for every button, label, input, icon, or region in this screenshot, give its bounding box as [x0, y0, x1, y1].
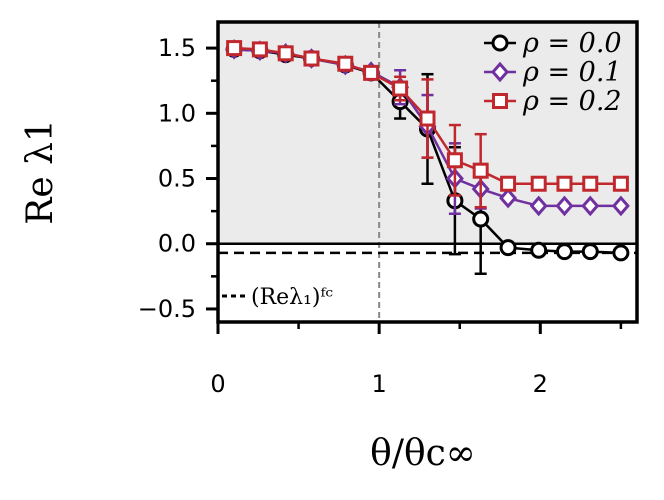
y-tick-label: −0.5 [138, 295, 196, 323]
data-point [582, 175, 599, 192]
data-point [581, 195, 600, 217]
data-point [472, 162, 489, 179]
data-point [529, 195, 548, 217]
data-point [499, 239, 517, 257]
data-point [611, 195, 630, 217]
reference-legend-label: (Reλ₁)ᶠᶜ [251, 285, 333, 310]
x-tick-label: 2 [533, 370, 548, 398]
x-tick-label: 0 [210, 370, 225, 398]
legend-label: ρ = 0.2 [522, 86, 622, 117]
data-point [530, 241, 548, 259]
plot-frame [216, 20, 639, 324]
legend-marker [491, 34, 509, 52]
reference-legend: (Reλ₁)ᶠᶜ [222, 285, 333, 310]
data-point [472, 210, 490, 228]
data-point [251, 41, 268, 58]
series-layer [225, 39, 630, 275]
legend-marker [491, 61, 509, 83]
y-tick-label: 0.0 [158, 230, 196, 258]
data-point [499, 187, 518, 209]
y-tick-label: 1.0 [158, 99, 196, 127]
x-axis-label: θ/θc∞ [370, 433, 476, 474]
data-point [612, 244, 630, 262]
series-2 [226, 40, 629, 209]
data-point [277, 45, 294, 62]
legend: ρ = 0.0ρ = 0.1ρ = 0.2 [484, 28, 622, 117]
data-point [555, 243, 573, 261]
data-point [337, 55, 354, 72]
data-point [303, 50, 320, 67]
data-point [555, 195, 574, 217]
data-point [556, 175, 573, 192]
data-point [363, 64, 380, 81]
data-point [530, 175, 547, 192]
y-tick-label: 0.5 [158, 165, 196, 193]
axis-ticks: 0 1 2 −0.5 0.0 0.5 1.0 1.5 [138, 34, 623, 398]
data-point [581, 243, 599, 261]
legend-label: ρ = 0.1 [522, 57, 622, 88]
data-point [419, 110, 436, 127]
legend-label: ρ = 0.0 [522, 28, 622, 59]
data-point [226, 40, 243, 57]
y-tick-label: 1.5 [158, 34, 196, 62]
x-tick-label: 1 [372, 370, 387, 398]
data-point [392, 80, 409, 97]
y-axis-label: Re λ1 [20, 119, 61, 225]
data-point [500, 175, 517, 192]
data-point [446, 152, 463, 169]
data-point [612, 175, 629, 192]
legend-marker [492, 93, 508, 109]
